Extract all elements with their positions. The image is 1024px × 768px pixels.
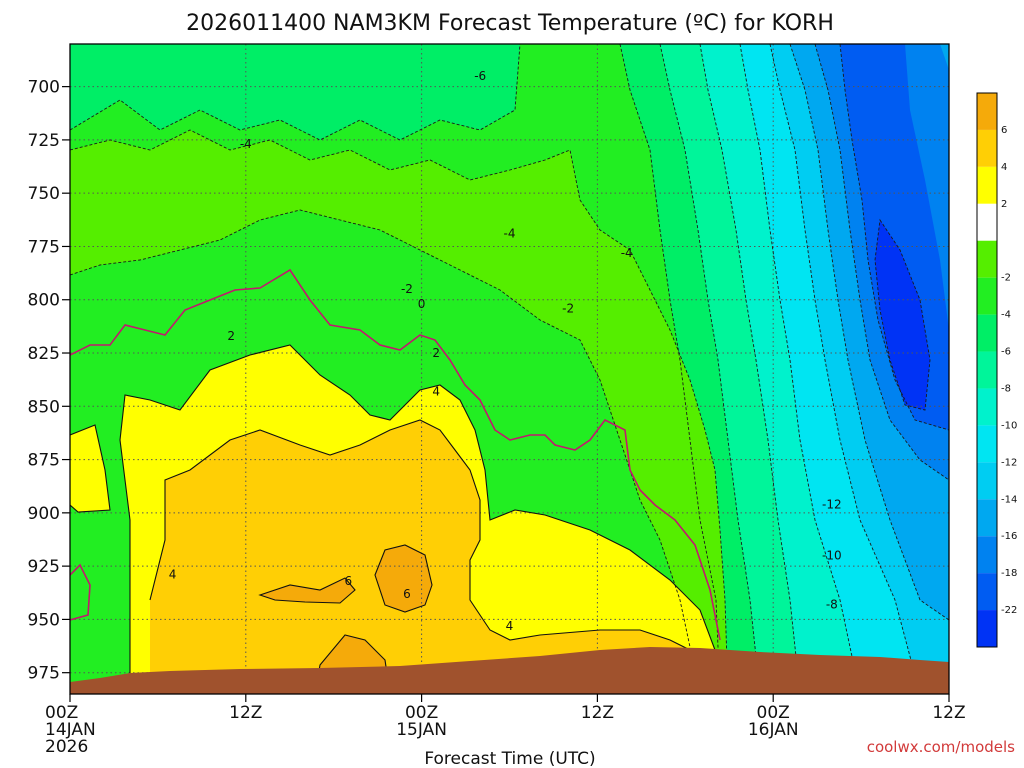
colorbar-swatch bbox=[977, 573, 997, 611]
colorbar-tick-label: -12 bbox=[1001, 457, 1017, 468]
y-tick-label: 875 bbox=[28, 451, 60, 471]
contour-labels: -6 -4 -4 -4 -2 -2 0 2 2 4 4 4 6 6 -12 -10 -8 bbox=[169, 69, 842, 633]
y-tick-label: 950 bbox=[28, 610, 60, 630]
contour-label: 4 bbox=[169, 568, 177, 582]
colorbar-swatch bbox=[977, 351, 997, 389]
colorbar-swatch bbox=[977, 277, 997, 315]
grid-lines bbox=[70, 44, 949, 694]
colorbar: 6 4 2 -2 -4 -6 -8 -10 -12 -14 -16 -18 -22 bbox=[976, 92, 1017, 648]
contour-label: 6 bbox=[403, 587, 411, 601]
contour-label: 4 bbox=[432, 384, 440, 398]
contour-label: 6 bbox=[345, 574, 353, 588]
y-tick-label: 700 bbox=[28, 78, 60, 98]
y-tick-label: 775 bbox=[28, 237, 60, 257]
colorbar-swatch bbox=[977, 166, 997, 204]
x-tick-label: 12Z bbox=[229, 703, 262, 723]
field-band-6-plus-c bbox=[260, 578, 355, 603]
colorbar-tick-label: 2 bbox=[1001, 199, 1007, 210]
x-axis-label: Forecast Time (UTC) bbox=[424, 749, 595, 768]
colorbar-swatch bbox=[977, 314, 997, 352]
colorbar-swatch bbox=[977, 425, 997, 463]
y-tick-label: 825 bbox=[28, 344, 60, 364]
colorbar-tick-label: -22 bbox=[1001, 605, 1017, 616]
colorbar-swatch bbox=[977, 203, 997, 241]
colorbar-tick-label: -16 bbox=[1001, 531, 1017, 542]
field-band-minus2-to-minus4 bbox=[70, 130, 728, 694]
y-tick-label: 925 bbox=[28, 557, 60, 577]
field-band-6-plus-a bbox=[375, 545, 432, 612]
field-band-minus22 bbox=[875, 220, 930, 410]
x-tick-label: 00Z bbox=[45, 703, 78, 723]
zero-isotherm bbox=[70, 268, 721, 641]
y-tick-label: 750 bbox=[28, 184, 60, 204]
contour-label: -2 bbox=[401, 282, 413, 296]
chart-title: 2026011400 NAM3KM Forecast Temperature (… bbox=[186, 11, 834, 36]
terrain-ground bbox=[70, 647, 949, 694]
colorbar-tick-label: -8 bbox=[1001, 383, 1011, 394]
contour-label: -12 bbox=[822, 497, 842, 511]
x-tick-label: 16JAN bbox=[748, 720, 799, 740]
x-tick-label: 14JAN bbox=[45, 720, 96, 740]
colorbar-tick-label: -18 bbox=[1001, 568, 1017, 579]
contour-label: -2 bbox=[562, 301, 574, 315]
y-tick-label: 975 bbox=[28, 664, 60, 684]
contour-label: -4 bbox=[240, 137, 252, 151]
colorbar-swatch bbox=[977, 240, 997, 278]
y-tick-label: 850 bbox=[28, 397, 60, 417]
contour-label: 0 bbox=[418, 297, 426, 311]
y-tick-label: 725 bbox=[28, 131, 60, 151]
x-tick-label: 2026 bbox=[45, 737, 88, 757]
contour-label: -4 bbox=[504, 227, 516, 241]
contour-label: -8 bbox=[826, 597, 838, 611]
contour-label: 4 bbox=[506, 619, 514, 633]
y-axis: 700 725 750 775 800 825 850 875 900 925 950 975 bbox=[28, 78, 70, 684]
colorbar-tick-label: -4 bbox=[1001, 310, 1011, 321]
contour-label: 2 bbox=[227, 329, 235, 343]
x-tick-label: 00Z bbox=[757, 703, 790, 723]
contour-label: -6 bbox=[474, 69, 486, 83]
field-band-2-to-4 bbox=[70, 425, 110, 512]
plot-frame bbox=[69, 43, 950, 695]
colorbar-tick-label: -14 bbox=[1001, 494, 1017, 505]
plot-area: -6 -4 -4 -4 -2 -2 0 2 2 4 4 4 6 6 -12 -10 -8 bbox=[70, 44, 949, 694]
x-tick-label: 12Z bbox=[581, 703, 614, 723]
contour-label: -4 bbox=[621, 246, 633, 260]
colorbar-tick-label: 4 bbox=[1001, 162, 1007, 173]
colorbar-tick-label: -10 bbox=[1001, 420, 1017, 431]
colorbar-swatch bbox=[977, 536, 997, 574]
x-tick-label: 12Z bbox=[932, 703, 965, 723]
colorbar-swatch bbox=[977, 499, 997, 537]
x-tick-label: 15JAN bbox=[396, 720, 447, 740]
colorbar-swatch bbox=[977, 93, 997, 130]
credit-text: coolwx.com/models bbox=[867, 738, 1015, 756]
contour-label: 2 bbox=[432, 346, 440, 360]
cold-isotherms bbox=[70, 44, 949, 694]
y-tick-label: 900 bbox=[28, 504, 60, 524]
colorbar-swatch bbox=[977, 610, 997, 647]
colorbar-swatch bbox=[977, 388, 997, 426]
colorbar-swatch bbox=[977, 462, 997, 500]
colorbar-tick-label: -6 bbox=[1001, 347, 1011, 358]
contour-label: -10 bbox=[822, 548, 842, 562]
y-tick-label: 800 bbox=[28, 291, 60, 311]
colorbar-swatch bbox=[977, 129, 997, 167]
field-band-minus6-to-minus8 bbox=[70, 44, 520, 140]
colorbar-tick-label: 6 bbox=[1001, 125, 1007, 136]
colorbar-frame bbox=[976, 92, 998, 648]
x-tick-label: 00Z bbox=[405, 703, 438, 723]
colorbar-tick-label: -2 bbox=[1001, 273, 1011, 284]
